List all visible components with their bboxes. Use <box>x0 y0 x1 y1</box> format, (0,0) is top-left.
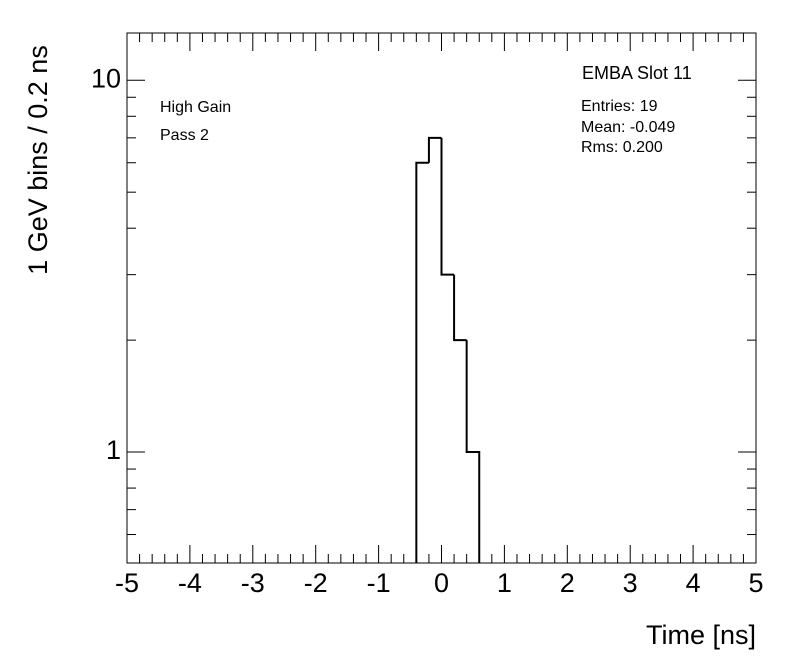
histogram-bin <box>465 340 481 563</box>
x-tick-label: 2 <box>560 568 575 598</box>
x-tick-label: -2 <box>304 568 328 598</box>
x-tick-label: -5 <box>115 568 139 598</box>
histogram-bin <box>453 274 467 342</box>
annotation: Pass 2 <box>160 127 209 144</box>
x-tick-label: 3 <box>623 568 638 598</box>
histogram-bin <box>440 137 455 276</box>
x-tick-label: -3 <box>241 568 265 598</box>
x-tick-label: -4 <box>178 568 202 598</box>
y-tick-label: 1 <box>106 435 121 465</box>
stat: Rms: 0.200 <box>581 139 663 156</box>
x-axis-title: Time [ns] <box>646 620 756 650</box>
stat: Entries: 19 <box>581 98 658 115</box>
x-tick-label: 4 <box>686 568 701 598</box>
x-tick-label: 5 <box>748 568 763 598</box>
stat: Mean: -0.049 <box>581 119 675 136</box>
y-axis-title: 1 GeV bins / 0.2 ns <box>23 45 53 275</box>
x-tick-label: 0 <box>434 568 449 598</box>
x-tick-label: 1 <box>497 568 512 598</box>
x-tick-label: -1 <box>367 568 391 598</box>
annotation: High Gain <box>160 99 231 116</box>
y-tick-label: 10 <box>91 63 121 93</box>
histogram-bin <box>427 136 442 163</box>
histogram-bin <box>415 161 429 563</box>
chart-title: EMBA Slot 11 <box>582 63 692 83</box>
